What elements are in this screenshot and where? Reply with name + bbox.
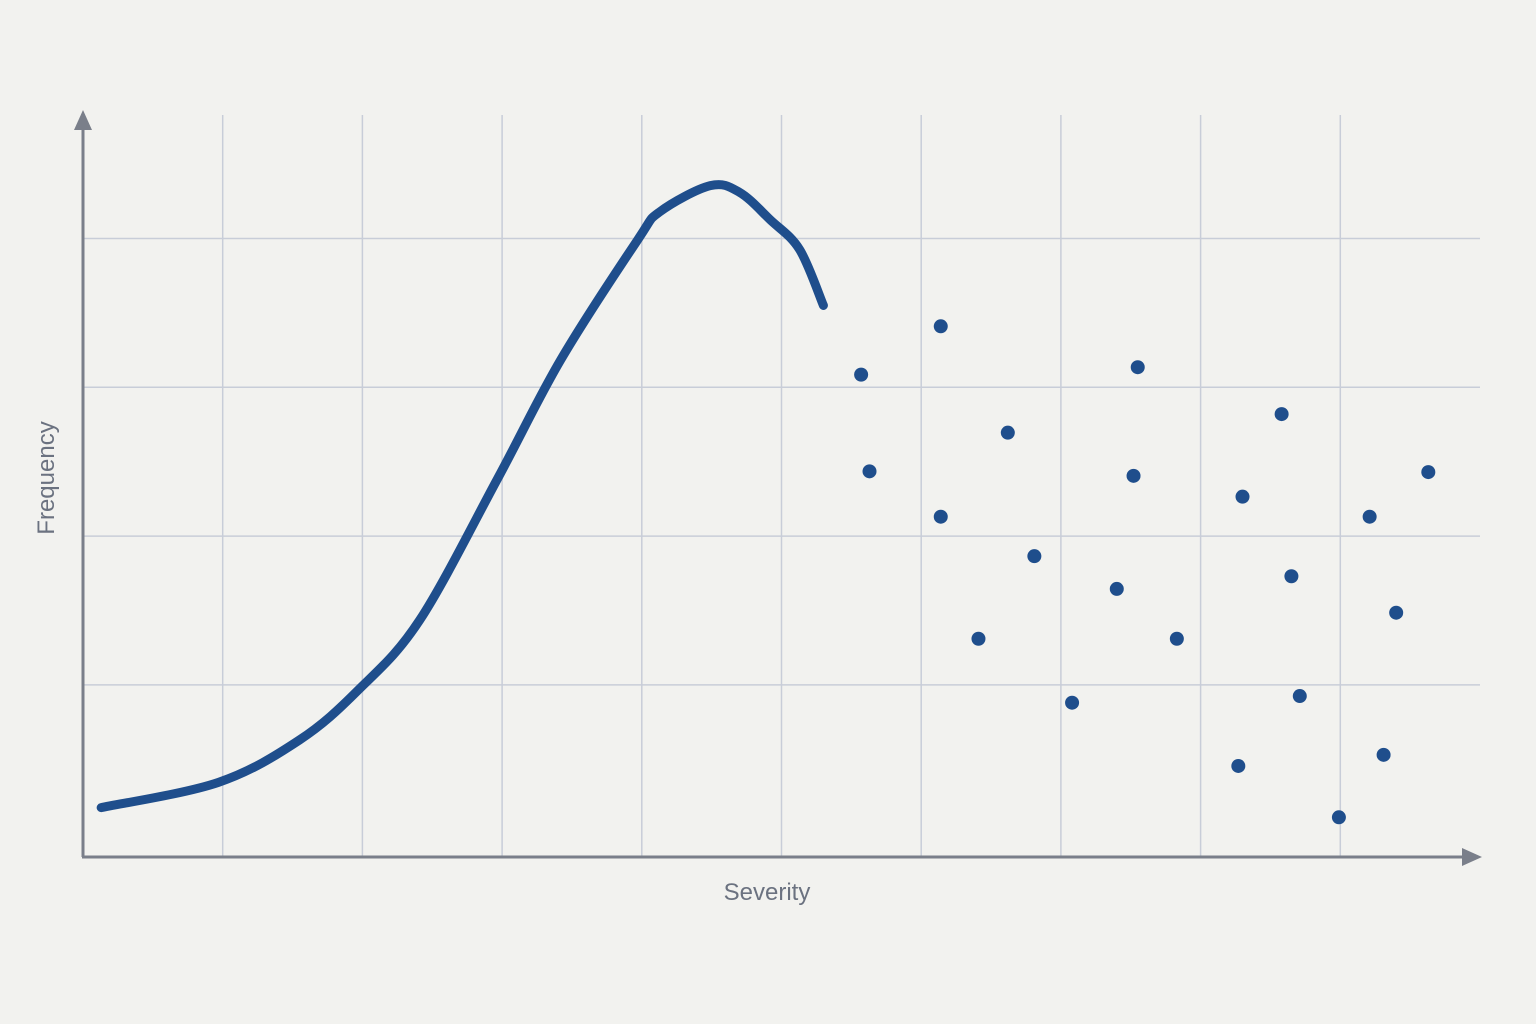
scatter-point: [1169, 631, 1184, 646]
scatter-point: [971, 631, 986, 646]
scatter-point: [1235, 489, 1250, 504]
scatter-point: [933, 319, 948, 334]
axes: [74, 110, 1482, 866]
scatter-point: [1000, 425, 1015, 440]
x-axis-label: Severity: [724, 879, 811, 906]
scatter-point: [1376, 747, 1391, 762]
scatter-point: [1421, 465, 1436, 480]
y-axis-arrow: [74, 110, 92, 130]
scatter-point: [1389, 605, 1404, 620]
scatter-point: [1065, 695, 1080, 710]
scatter-point: [1027, 549, 1042, 564]
scatter-point: [1126, 468, 1141, 483]
scatter-point: [862, 464, 877, 479]
scatter-point: [1284, 569, 1299, 584]
scatter-point: [1274, 407, 1289, 422]
plot-area: [96, 180, 1436, 825]
scatter-point: [1292, 689, 1307, 704]
scatter-point: [1231, 758, 1246, 773]
scatter-point: [1130, 360, 1145, 375]
scatter-point: [1331, 810, 1346, 825]
scatter-point: [1362, 509, 1377, 524]
x-axis-arrow: [1462, 848, 1482, 866]
scatter-point: [933, 509, 948, 524]
grid: [83, 115, 1480, 856]
curve: [96, 180, 828, 813]
scatter-point: [854, 367, 869, 382]
scatter-point: [1109, 581, 1124, 596]
y-axis-label: Frequency: [33, 421, 60, 534]
